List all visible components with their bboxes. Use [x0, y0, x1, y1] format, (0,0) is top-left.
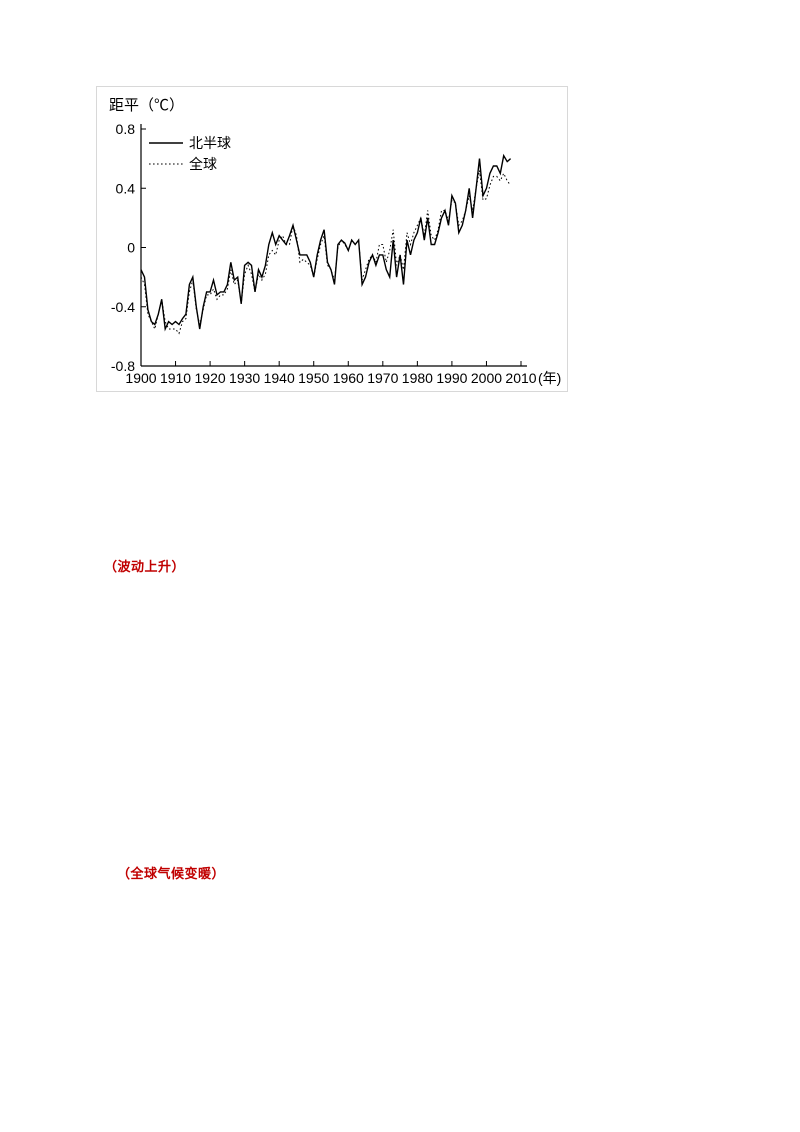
- series-lines: [140, 153, 512, 335]
- legend-label: 北半球: [189, 135, 231, 151]
- axes: [140, 124, 527, 367]
- temperature-anomaly-figure: 0.8 0.4 0 -0.4 -0.8 1900 1910 1920 1930 1940 1950 1…: [96, 86, 568, 392]
- x-tick-label: 1960: [333, 370, 364, 386]
- x-tick-label: 1980: [402, 370, 433, 386]
- legend-label: 全球: [189, 156, 217, 172]
- x-tick-label: 1910: [160, 370, 191, 386]
- y-axis-title: 距平（℃）: [109, 97, 184, 114]
- x-tick-label: 2010: [505, 370, 536, 386]
- y-tick-label: -0.8: [111, 358, 135, 374]
- tick-marks: [140, 128, 522, 367]
- x-tick-label: 2000: [471, 370, 502, 386]
- x-tick-label: 1990: [436, 370, 467, 386]
- red-annotation-2: （全球气候变暖）: [117, 866, 226, 881]
- series-line: [140, 153, 512, 332]
- x-tick-label: 1930: [229, 370, 260, 386]
- x-tick-label: 1950: [298, 370, 329, 386]
- x-tick-label: 1900: [125, 370, 156, 386]
- series-line: [140, 170, 511, 335]
- x-axis-unit-label: (年): [538, 370, 561, 386]
- x-tick-label: 1970: [367, 370, 398, 386]
- y-tick-label: 0.4: [116, 180, 136, 196]
- y-tick-label: 0.8: [116, 121, 136, 137]
- y-tick-label: 0: [127, 240, 135, 256]
- red-annotation-1: （波动上升）: [104, 559, 186, 574]
- x-tick-label: 1920: [195, 370, 226, 386]
- y-tick-label: -0.4: [111, 299, 135, 315]
- x-tick-label: 1940: [264, 370, 295, 386]
